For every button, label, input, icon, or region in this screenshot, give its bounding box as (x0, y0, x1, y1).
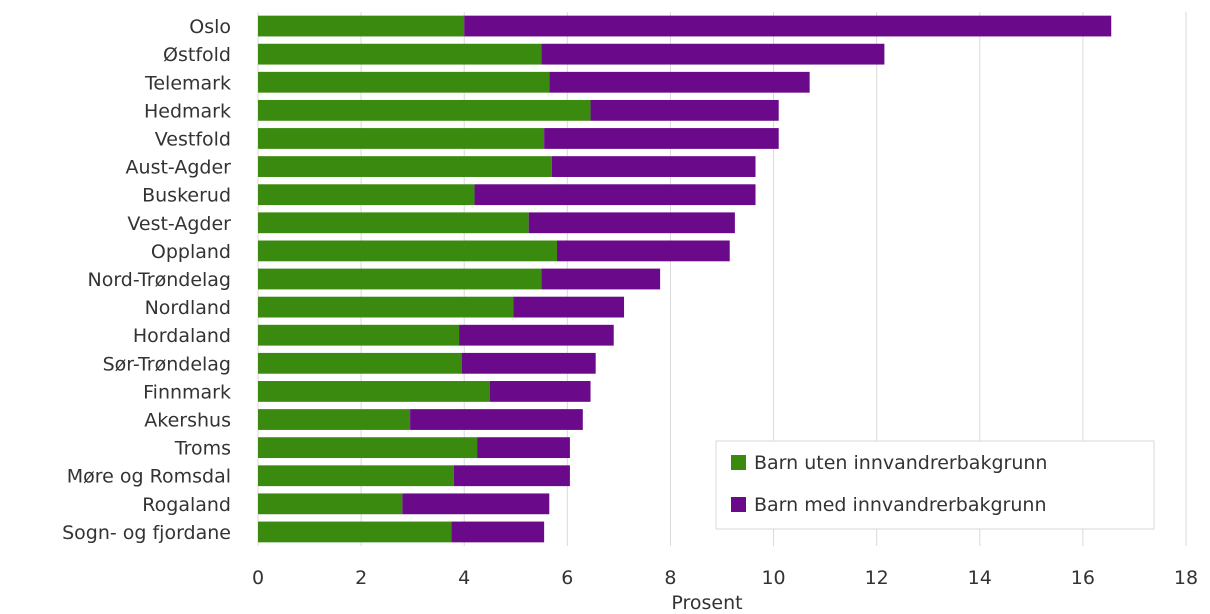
bar-akershus-med (410, 409, 583, 430)
x-tick-labels: 0 2 4 6 8 10 12 14 16 18 (252, 567, 1198, 589)
bar-hordaland-uten (258, 324, 460, 346)
bar-vest-agder-med (528, 212, 735, 234)
category-label-østfold: Østfold (163, 44, 231, 66)
x-tick-label: 0 (252, 567, 264, 589)
x-tick-label: 4 (458, 567, 470, 589)
bar-vestfold-med (544, 128, 779, 149)
category-label-troms: Troms (174, 438, 231, 460)
x-tick-label: 12 (865, 567, 889, 589)
x-axis-title: Prosent (671, 592, 742, 614)
bar-oppland-uten (258, 240, 558, 262)
bar-troms-med (477, 437, 570, 459)
x-tick-label: 14 (968, 567, 992, 589)
legend-box (715, 440, 1155, 530)
category-label-telemark: Telemark (144, 72, 231, 94)
category-label-nord-trøndelag: Nord-Trøndelag (87, 269, 231, 291)
bar-nordland-med (513, 296, 625, 318)
bar-hedmark-med (590, 99, 779, 121)
category-label-sogn-og-fjordane: Sogn- og fjordane (62, 522, 231, 544)
x-tick-label: 2 (355, 567, 367, 589)
legend-swatch-med (731, 497, 746, 512)
category-label-akershus: Akershus (144, 410, 231, 432)
category-label-finnmark: Finnmark (143, 381, 231, 403)
category-label-aust-agder: Aust-Agder (126, 157, 232, 179)
bar-buskerud-med (474, 184, 756, 206)
bar-sogn-og-fjordane-uten (258, 521, 452, 543)
bar-oslo-med (464, 15, 1112, 37)
legend-label-med: Barn med innvandrerbakgrunn (754, 494, 1047, 516)
bars (258, 15, 1112, 543)
bar-østfold-med (541, 43, 885, 65)
category-label-oslo: Oslo (189, 16, 231, 38)
category-label-vestfold: Vestfold (155, 128, 231, 150)
bar-sør-trøndelag-uten (258, 352, 462, 374)
legend-swatch-uten (731, 455, 746, 470)
bar-nord-trøndelag-uten (258, 268, 542, 290)
legend-label-uten: Barn uten innvandrerbakgrunn (754, 452, 1047, 474)
category-label-rogaland: Rogaland (142, 494, 231, 516)
legend: Barn uten innvandrerbakgrunn Barn med in… (715, 440, 1155, 530)
category-label-hordaland: Hordaland (133, 325, 231, 347)
bar-sogn-og-fjordane-med (451, 521, 545, 543)
category-label-møre-og-romsdal: Møre og Romsdal (67, 466, 231, 488)
x-tick-label: 8 (664, 567, 676, 589)
x-tick-label: 18 (1174, 567, 1198, 589)
bar-hedmark-uten (258, 99, 591, 121)
bar-telemark-uten (258, 71, 550, 93)
category-label-sør-trøndelag: Sør-Trøndelag (103, 353, 231, 375)
bar-sør-trøndelag-med (461, 352, 596, 374)
bar-rogaland-uten (258, 493, 403, 515)
category-label-vest-agder: Vest-Agder (127, 213, 231, 235)
bar-aust-agder-med (551, 156, 756, 177)
category-label-nordland: Nordland (145, 297, 231, 319)
bar-finnmark-med (490, 381, 591, 402)
bar-troms-uten (258, 437, 478, 459)
bar-rogaland-med (402, 493, 550, 515)
bar-aust-agder-uten (258, 156, 552, 177)
category-labels: Oslo Østfold Telemark Hedmark Vestfold Aust-A… (62, 16, 231, 544)
x-tick-label: 6 (561, 567, 573, 589)
x-tick-label: 16 (1071, 567, 1095, 589)
bar-akershus-uten (258, 409, 411, 430)
bar-oppland-med (557, 240, 730, 262)
bar-finnmark-uten (258, 381, 490, 402)
bar-buskerud-uten (258, 184, 475, 206)
category-label-oppland: Oppland (151, 241, 231, 263)
bar-nord-trøndelag-med (541, 268, 661, 290)
bar-hordaland-med (459, 324, 614, 346)
x-tick-label: 10 (761, 567, 785, 589)
bar-møre-og-romsdal-med (453, 465, 570, 487)
category-label-buskerud: Buskerud (142, 185, 231, 207)
bar-møre-og-romsdal-uten (258, 465, 454, 487)
bar-vest-agder-uten (258, 212, 529, 234)
bar-nordland-uten (258, 296, 514, 318)
bar-vestfold-uten (258, 128, 545, 149)
bar-østfold-uten (258, 43, 542, 65)
category-label-hedmark: Hedmark (144, 100, 231, 122)
bar-oslo-uten (258, 15, 465, 37)
bar-telemark-med (549, 71, 810, 93)
